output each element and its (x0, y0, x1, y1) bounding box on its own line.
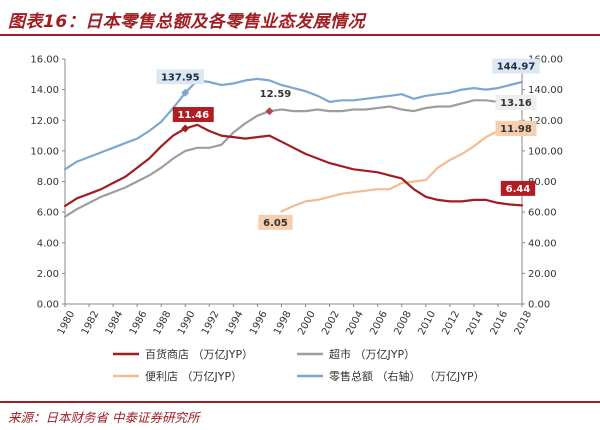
chart: 0.00 2.00 4.00 6.00 8.00 10.00 12.00 14.00 16.00… (30, 55, 563, 384)
legend-label: 超市 （万亿JYP） (329, 347, 415, 361)
legend: 百货商店 （万亿JYP） 超市 （万亿JYP） 便利店 （万亿JYP） 零售总额 （右… (113, 347, 485, 383)
chart-title: 图表16：日本零售总额及各零售业态发展情况 (8, 12, 366, 32)
y-right-tick-label: 100.00 (528, 146, 563, 157)
annotation-6: 6.05 (258, 214, 293, 230)
source-bar: 来源：日本财务省 中泰证券研究所 (0, 401, 600, 430)
legend-item-0: 百货商店 （万亿JYP） (113, 347, 253, 361)
y-right-tick-label: 120.00 (528, 116, 563, 127)
marker-retail-1990 (181, 88, 190, 97)
x-tick-label: 2004 (344, 309, 366, 337)
x-tick-label: 2000 (296, 309, 318, 337)
x-tick-label: 2014 (465, 309, 487, 337)
y-right-tick-label: 160.00 (528, 55, 563, 66)
annotation-box (156, 69, 205, 85)
y-right-tick-label: 20.00 (528, 269, 557, 280)
x-tick-label: 1990 (176, 309, 198, 337)
x-tick-label: 2012 (440, 309, 462, 337)
x-tick-label: 1986 (128, 309, 150, 337)
y-right-tick-label: 40.00 (528, 238, 557, 249)
annotations: 137.95 11.46 12.59 144.97 13.16 11.98 6.05 6.44 (156, 58, 540, 230)
annotation-label: 11.46 (177, 110, 209, 121)
x-tick-label: 2002 (320, 309, 342, 337)
legend-label: 零售总额 （右轴） （万亿JYP） (329, 369, 485, 383)
series-lines (63, 77, 524, 218)
x-tick-label: 2008 (392, 309, 414, 337)
annotation-7: 6.44 (500, 180, 536, 196)
y-left-tick-label: 16.00 (30, 55, 59, 66)
legend-item-1: 超市 （万亿JYP） (297, 347, 415, 361)
annotation-4: 13.16 (495, 94, 537, 110)
x-tick-label: 1988 (152, 309, 174, 337)
legend-label: 百货商店 （万亿JYP） (145, 347, 253, 361)
x-tick-label: 2006 (368, 309, 390, 337)
x-tick-label: 1980 (56, 309, 78, 337)
x-tick-label: 2018 (513, 309, 535, 337)
y-right-tick-label: 80.00 (528, 177, 557, 188)
x-tick-label: 2010 (416, 309, 438, 337)
series-line-0 (63, 123, 524, 208)
series-line-2 (280, 119, 524, 213)
annotation-label: 137.95 (161, 72, 200, 83)
y-right-tick-label: 0.00 (528, 300, 550, 311)
annotation-box (500, 180, 536, 196)
annotation-1: 11.46 (172, 107, 214, 123)
legend-item-2: 便利店 （万亿JYP） (113, 369, 242, 383)
annotation-3: 144.97 (492, 58, 540, 74)
annotation-box (495, 94, 537, 110)
annotation-label: 11.98 (500, 124, 532, 135)
y-left-tick-label: 8.00 (37, 177, 59, 188)
y-left-tick-label: 14.00 (30, 85, 59, 96)
annotation-label: 12.59 (260, 89, 292, 100)
annotation-label: 144.97 (497, 62, 536, 73)
x-tick-label: 1984 (104, 309, 126, 337)
annotation-label: 13.16 (500, 98, 532, 109)
y-left-tick-label: 6.00 (37, 208, 59, 219)
annotation-label: 6.44 (506, 184, 531, 195)
source-note: 来源：日本财务省 中泰证券研究所 (8, 410, 200, 425)
axes: 0.00 2.00 4.00 6.00 8.00 10.00 12.00 14.00 16.00… (30, 55, 563, 337)
x-tick-label: 1996 (248, 309, 270, 337)
y-left-tick-label: 4.00 (37, 238, 59, 249)
x-tick-label: 1994 (224, 309, 246, 337)
legend-label: 便利店 （万亿JYP） (145, 369, 242, 383)
annotation-box (172, 107, 214, 123)
annotation-2: 12.59 (260, 89, 292, 100)
y-left-tick-label: 10.00 (30, 146, 59, 157)
series-line-3 (63, 77, 524, 171)
annotation-0: 137.95 (156, 69, 205, 85)
x-tick-label: 1992 (200, 309, 222, 337)
x-tick-label: 1982 (80, 309, 102, 337)
annotation-box (492, 58, 540, 74)
y-right-tick-label: 140.00 (528, 85, 563, 96)
y-right-tick-label: 60.00 (528, 208, 557, 219)
annotation-box (495, 121, 537, 137)
x-tick-label: 2016 (489, 309, 511, 337)
y-left-tick-label: 2.00 (37, 269, 59, 280)
y-left-tick-label: 0.00 (37, 300, 59, 311)
marker-super-1997 (265, 107, 274, 116)
legend-item-3: 零售总额 （右轴） （万亿JYP） (297, 369, 485, 383)
annotation-box (258, 214, 293, 230)
annotation-label: 6.05 (263, 218, 288, 229)
title-bar: 图表16：日本零售总额及各零售业态发展情况 (0, 0, 600, 36)
series-line-1 (63, 99, 524, 218)
annotation-5: 11.98 (495, 121, 537, 137)
marker-dept-1990 (181, 124, 190, 133)
y-left-tick-label: 12.00 (30, 116, 59, 127)
x-tick-label: 1998 (272, 309, 294, 337)
